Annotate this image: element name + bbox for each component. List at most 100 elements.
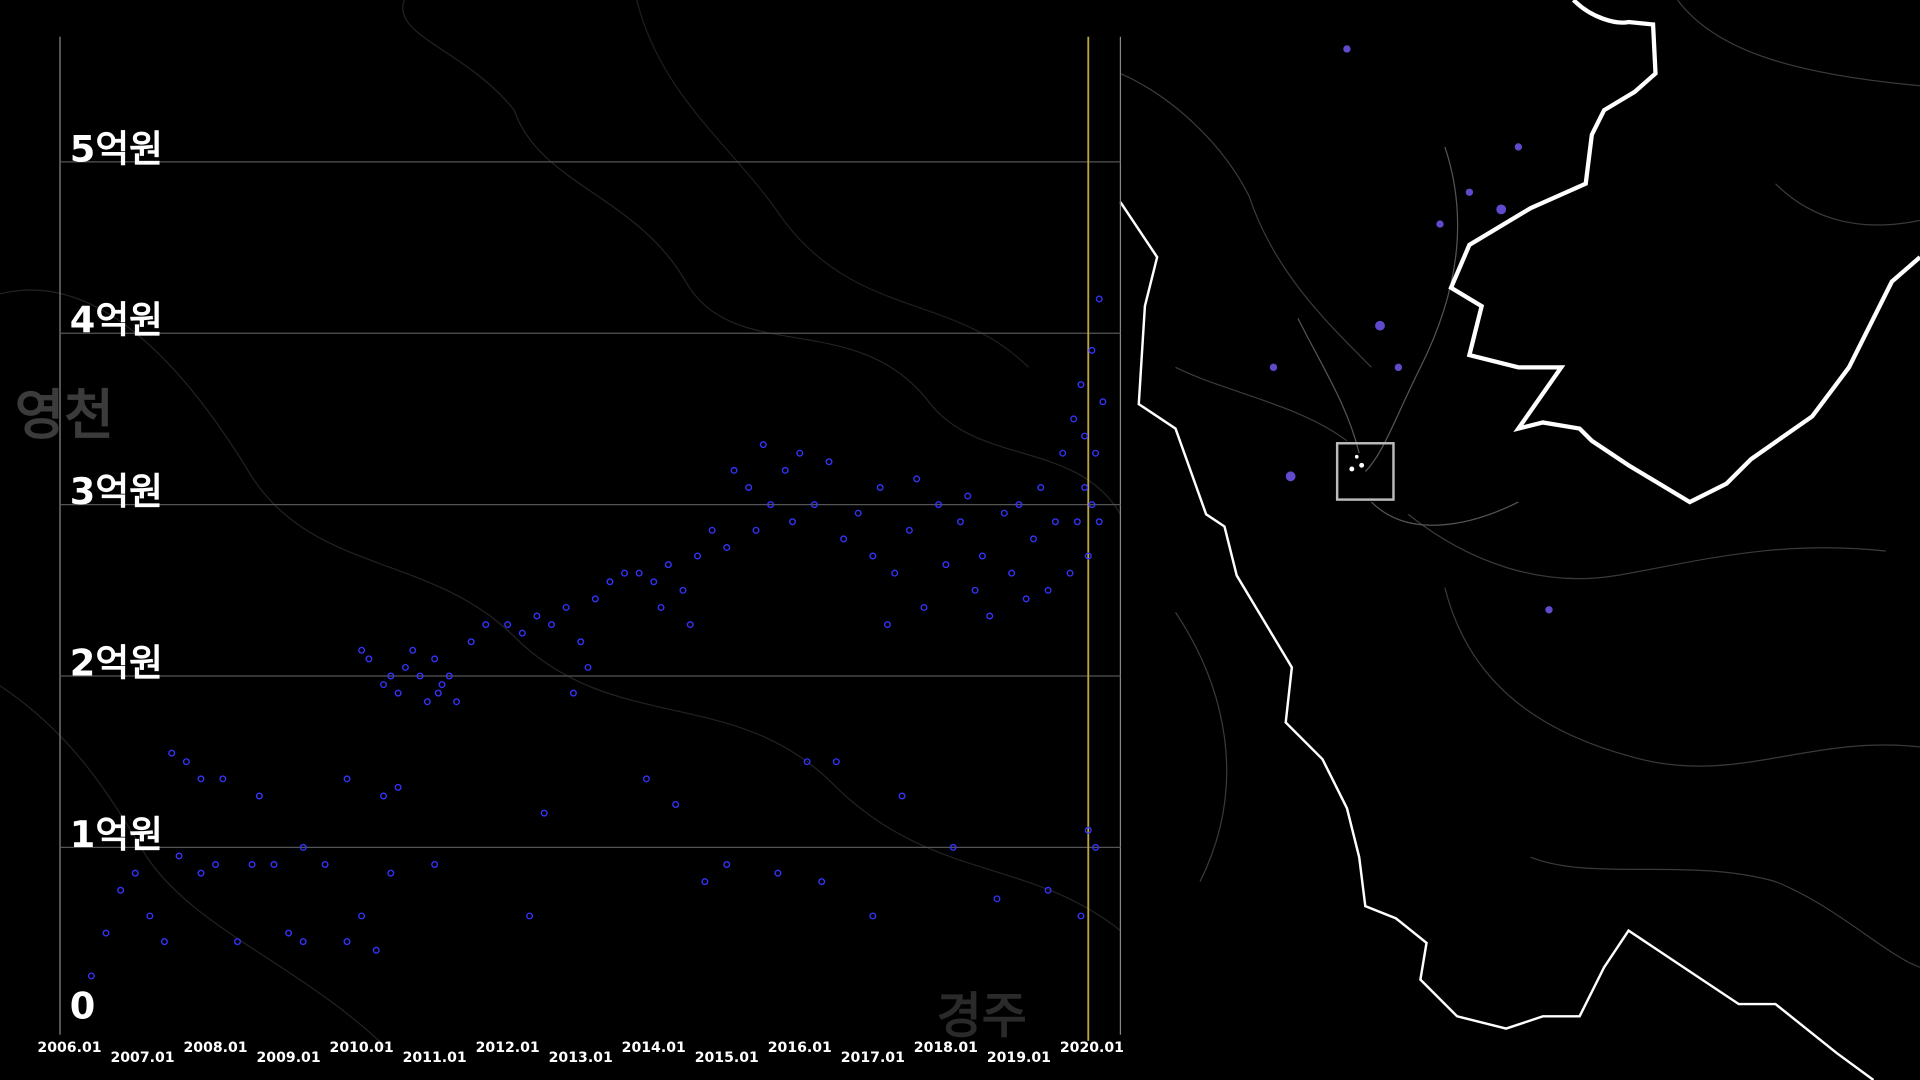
point [548, 621, 555, 629]
point [701, 878, 709, 886]
point [971, 586, 979, 594]
point [168, 749, 176, 757]
point [840, 535, 848, 543]
point [1084, 826, 1092, 834]
point [131, 869, 139, 877]
y-tick-label: 1억원 [70, 813, 163, 856]
x-tick-label: 2008.01 [183, 1040, 247, 1056]
y-tick-label: 5억원 [70, 127, 163, 170]
y-tick-label: 2억원 [70, 641, 163, 684]
point [1037, 483, 1045, 491]
point [387, 672, 395, 680]
point [935, 501, 943, 509]
point [423, 698, 431, 706]
point [504, 621, 512, 629]
point [869, 912, 877, 920]
point [752, 526, 760, 534]
point [233, 938, 241, 946]
x-tick-label: 2012.01 [476, 1040, 540, 1056]
x-tick-label: 2010.01 [330, 1040, 394, 1056]
point [730, 466, 738, 474]
point [993, 895, 1001, 903]
point [1081, 432, 1089, 440]
point [635, 569, 643, 577]
point [986, 612, 994, 620]
y-tick-label: 0 [70, 984, 96, 1027]
x-tick-label: 2019.01 [987, 1050, 1051, 1066]
point [87, 972, 95, 980]
point [1000, 509, 1008, 517]
x-tick-label: 2018.01 [914, 1040, 978, 1056]
point [745, 483, 753, 491]
point [431, 861, 439, 869]
plot: 0 1억원 2억원 3억원 4억원 5억원 2006.01 2007.01 2008.01 200… [37, 36, 1124, 1066]
point [197, 869, 205, 877]
y-tick-label: 3억원 [70, 470, 163, 513]
point [343, 938, 351, 946]
point [949, 843, 957, 851]
point [898, 792, 906, 800]
point [1092, 449, 1100, 457]
point [248, 861, 256, 869]
point [453, 698, 461, 706]
map-label: 경주 [937, 987, 1027, 1044]
point [146, 912, 154, 920]
x-tick-label: 2006.01 [37, 1040, 101, 1056]
point [759, 441, 767, 449]
point [686, 621, 694, 629]
point [197, 775, 205, 783]
point [182, 758, 190, 766]
point [562, 603, 570, 611]
point [394, 783, 402, 791]
point [438, 681, 446, 689]
point [255, 792, 263, 800]
x-tick-label: 2016.01 [768, 1040, 832, 1056]
point [606, 578, 614, 586]
point [956, 518, 964, 526]
point [285, 929, 293, 937]
point [591, 595, 599, 603]
point [1008, 569, 1016, 577]
point [380, 792, 388, 800]
point [664, 561, 672, 569]
point [540, 809, 548, 817]
point [920, 603, 928, 611]
point [416, 672, 424, 680]
point [431, 655, 439, 663]
point [1095, 518, 1103, 526]
point [774, 869, 782, 877]
point [694, 552, 702, 560]
point [467, 638, 475, 646]
point [482, 621, 490, 629]
map-border [0, 289, 1121, 932]
point [803, 758, 811, 766]
point [387, 869, 395, 877]
point [883, 621, 891, 629]
x-tick-label: 2014.01 [622, 1040, 686, 1056]
x-tick-label: 2011.01 [403, 1050, 467, 1066]
point [1099, 398, 1107, 406]
point [825, 458, 833, 466]
point [942, 561, 950, 569]
point [672, 801, 680, 809]
point [876, 483, 884, 491]
point [299, 843, 307, 851]
point [679, 586, 687, 594]
point [905, 526, 913, 534]
point [1059, 449, 1067, 457]
point [212, 861, 220, 869]
point [723, 543, 731, 551]
focus-marks [1349, 454, 1365, 472]
point [1070, 415, 1078, 423]
point [1077, 381, 1085, 389]
point [372, 946, 380, 954]
point [380, 681, 388, 689]
city-roads [1297, 146, 1519, 526]
point [891, 569, 899, 577]
point [832, 758, 840, 766]
point [270, 861, 278, 869]
point [445, 672, 453, 680]
point [650, 578, 658, 586]
